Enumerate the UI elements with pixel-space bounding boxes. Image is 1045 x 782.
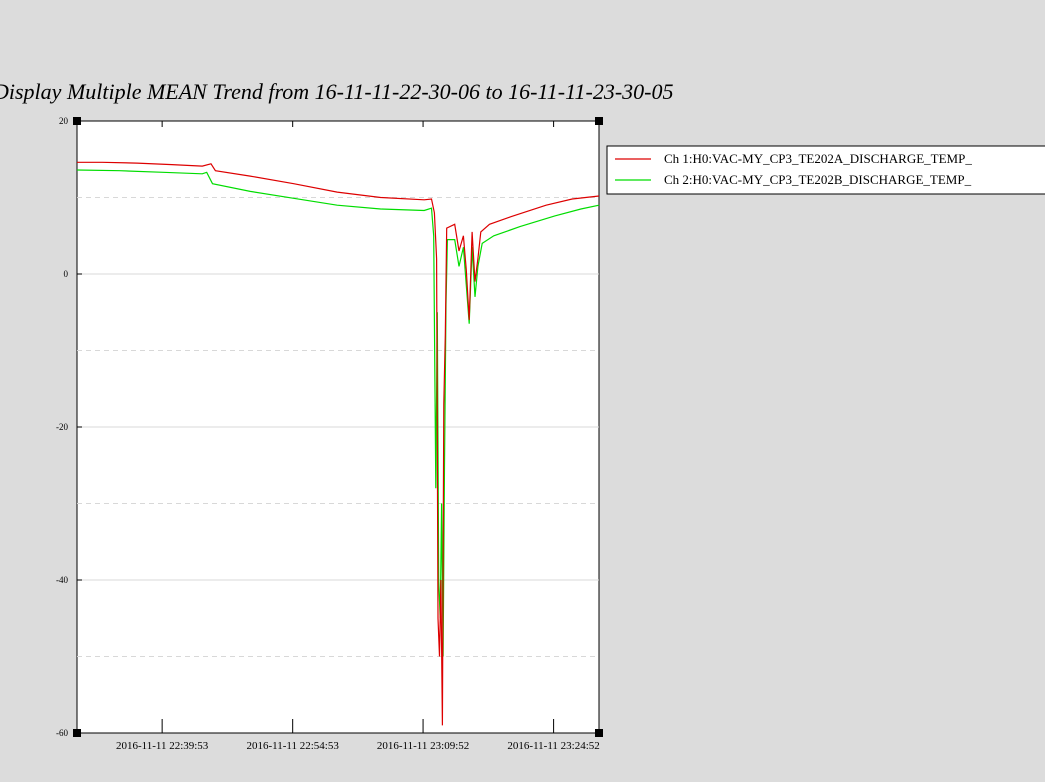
corner-handles[interactable] bbox=[73, 117, 603, 737]
series-lines bbox=[76, 161, 600, 726]
legend: Ch 1:H0:VAC-MY_CP3_TE202A_DISCHARGE_TEMP… bbox=[606, 145, 1045, 195]
y-tick-label: -40 bbox=[56, 575, 68, 585]
corner-handle-bottom-left[interactable] bbox=[73, 729, 81, 737]
grid-lines bbox=[77, 197, 599, 657]
series-line-ch2 bbox=[76, 169, 600, 657]
x-tick-label: 2016-11-11 23:24:52 bbox=[507, 740, 599, 752]
x-tick-label: 2016-11-11 22:54:53 bbox=[246, 740, 339, 752]
series-line-ch1 bbox=[77, 161, 600, 726]
chart-title: Display Multiple MEAN Trend from 16-11-1… bbox=[0, 79, 673, 104]
y-tick-label: -20 bbox=[56, 422, 68, 432]
y-tick-label: -60 bbox=[56, 728, 68, 738]
corner-handle-top-right[interactable] bbox=[595, 117, 603, 125]
corner-handle-top-left[interactable] bbox=[73, 117, 81, 125]
corner-handle-bottom-right[interactable] bbox=[595, 729, 603, 737]
x-tick-label: 2016-11-11 22:39:53 bbox=[116, 740, 209, 752]
legend-label-ch2: Ch 2:H0:VAC-MY_CP3_TE202B_DISCHARGE_TEMP… bbox=[664, 172, 972, 187]
y-tick-label: 0 bbox=[64, 269, 69, 279]
y-tick-label: 20 bbox=[59, 116, 69, 126]
legend-label-ch1: Ch 1:H0:VAC-MY_CP3_TE202A_DISCHARGE_TEMP… bbox=[664, 151, 972, 166]
axes: 20 0 -20 -40 -60 2016-11-11 22:39:53 2016-11-1… bbox=[56, 116, 600, 752]
x-tick-label: 2016-11-11 23:09:52 bbox=[377, 740, 469, 752]
legend-box bbox=[606, 145, 1045, 195]
